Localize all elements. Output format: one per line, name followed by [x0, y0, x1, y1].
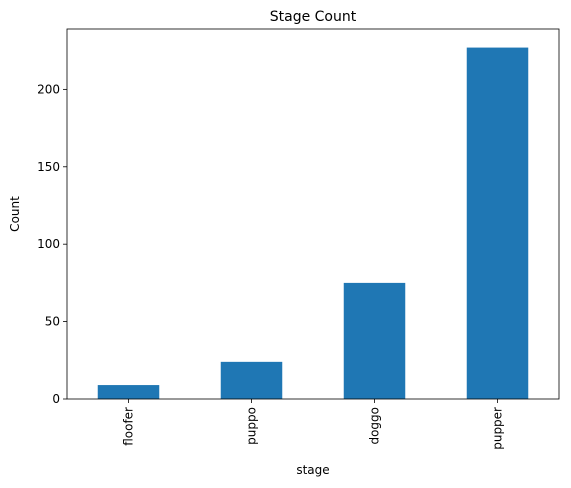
bar-doggo [343, 282, 406, 399]
y-tick-label: 100 [37, 237, 60, 251]
x-tick-label: pupper [491, 407, 505, 450]
chart-title: Stage Count [270, 9, 357, 25]
y-tick-label: 150 [37, 160, 60, 174]
y-tick-label: 200 [37, 82, 60, 96]
bar-puppo [220, 361, 283, 399]
x-tick-label: floofer [122, 407, 136, 446]
bar-pupper [466, 47, 529, 400]
x-tick-label: doggo [368, 407, 382, 445]
x-axis: floofer puppo doggo pupper [122, 399, 505, 450]
x-tick-label: puppo [245, 407, 259, 445]
plot-frame [66, 28, 560, 400]
y-axis: 0 50 100 150 200 [37, 82, 67, 406]
bar-floofer [97, 385, 160, 399]
x-axis-label: stage [296, 463, 329, 477]
y-tick-label: 0 [52, 392, 60, 406]
y-tick-label: 50 [45, 315, 60, 329]
bars-group [97, 47, 529, 400]
y-axis-label: Count [8, 196, 22, 232]
